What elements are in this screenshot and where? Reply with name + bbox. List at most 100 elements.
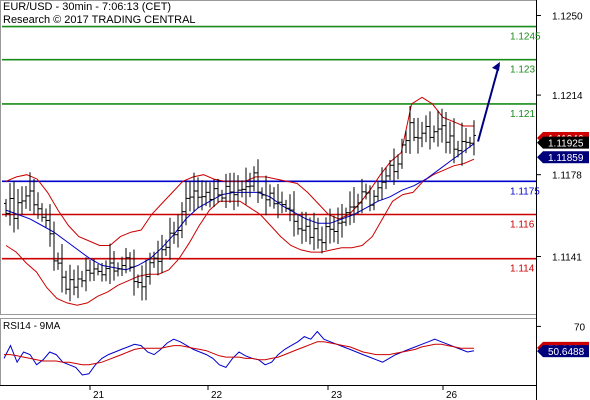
level-label-1: 1.123 xyxy=(510,65,535,76)
candle xyxy=(364,183,368,200)
candle xyxy=(84,257,88,292)
candle xyxy=(444,111,448,154)
candle xyxy=(124,248,128,274)
candle xyxy=(180,202,184,239)
candle xyxy=(164,239,168,256)
candle xyxy=(104,260,108,282)
candle xyxy=(312,212,316,251)
candle xyxy=(276,183,280,219)
y-tick-label-2: 1.1178 xyxy=(552,171,582,182)
candle xyxy=(136,274,140,289)
candle xyxy=(256,159,260,203)
rsi-line xyxy=(3,330,475,376)
candle xyxy=(156,240,160,276)
candle xyxy=(40,203,44,222)
candle xyxy=(60,243,64,293)
level-label-4: 1.116 xyxy=(510,219,535,230)
candle xyxy=(208,182,212,208)
candle xyxy=(440,108,444,143)
candle xyxy=(432,125,436,143)
candle xyxy=(52,221,56,271)
price-box-2-label: 1.11859 xyxy=(548,153,584,164)
candle xyxy=(368,185,372,212)
candle xyxy=(356,193,360,215)
bollinger-bands xyxy=(5,96,475,306)
chart-title: EUR/USD - 30min - 7:06:13 (CET) xyxy=(3,1,172,13)
y-tick-label-3: 1.1141 xyxy=(552,253,582,264)
candle xyxy=(412,117,416,142)
candle xyxy=(288,194,292,222)
candle xyxy=(448,121,452,154)
candle xyxy=(420,121,424,148)
candle xyxy=(464,128,468,154)
candle xyxy=(240,180,244,198)
candle xyxy=(196,177,200,209)
candle xyxy=(308,217,312,245)
candle xyxy=(316,217,320,249)
candle xyxy=(360,178,364,214)
candle xyxy=(396,154,400,180)
candle xyxy=(4,199,8,217)
rsi-ma-line xyxy=(4,341,474,366)
projection-arrowhead xyxy=(492,61,500,71)
candle xyxy=(212,179,216,208)
candle xyxy=(388,160,392,181)
rsi-title: RSI14 - 9MA xyxy=(3,321,61,332)
price-box-2-pointer xyxy=(537,151,543,164)
candle xyxy=(408,106,412,154)
candle xyxy=(28,172,32,211)
candle xyxy=(20,186,24,215)
candle xyxy=(300,211,304,244)
candle xyxy=(188,180,192,212)
candle xyxy=(72,269,76,296)
candle xyxy=(92,259,96,282)
candle xyxy=(88,260,92,282)
candle xyxy=(332,215,336,243)
candle xyxy=(168,217,172,260)
price-box-1-pointer xyxy=(537,136,543,149)
candle xyxy=(260,187,264,199)
candle xyxy=(216,178,220,203)
x-tick-label-3: 26 xyxy=(446,390,458,400)
candle xyxy=(172,221,176,244)
candle xyxy=(120,256,124,276)
candle xyxy=(376,181,380,202)
candle xyxy=(352,187,356,223)
candle xyxy=(64,270,68,295)
candle xyxy=(268,184,272,207)
candle xyxy=(284,199,288,213)
candle xyxy=(248,172,252,198)
candle xyxy=(204,180,208,207)
candle xyxy=(460,122,464,166)
moving-average-line xyxy=(5,143,475,271)
y-axis-ticks: 1.1250 1.1214 1.1178 1.1141 xyxy=(536,11,583,264)
candle xyxy=(200,180,204,211)
candle xyxy=(272,187,276,209)
candle xyxy=(296,213,300,235)
candle xyxy=(68,264,72,302)
candle xyxy=(452,118,456,164)
candle xyxy=(472,120,476,156)
candle xyxy=(324,217,328,250)
candle xyxy=(144,259,148,301)
candle xyxy=(428,111,432,150)
candle xyxy=(320,226,324,254)
candle xyxy=(24,185,28,209)
candle xyxy=(244,167,248,205)
candle xyxy=(224,173,228,209)
candle xyxy=(292,191,296,237)
candle xyxy=(48,204,52,247)
rsi-value-box-1-label: 50.6488 xyxy=(548,347,585,358)
candle xyxy=(96,264,100,276)
candle xyxy=(252,166,256,192)
rsi-series: 70 xyxy=(3,322,586,376)
x-tick-label-1: 22 xyxy=(211,390,223,400)
candle xyxy=(112,250,116,281)
candle xyxy=(416,117,420,154)
candle xyxy=(436,110,440,147)
candle xyxy=(44,208,48,228)
bollinger-lower-line xyxy=(5,158,475,306)
candle xyxy=(280,191,284,214)
candle xyxy=(220,189,224,203)
